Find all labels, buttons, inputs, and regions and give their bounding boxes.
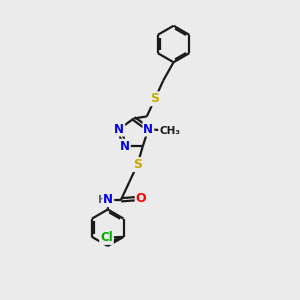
Text: N: N xyxy=(120,140,130,153)
Text: Cl: Cl xyxy=(100,231,113,244)
Text: S: S xyxy=(133,158,142,171)
Text: N: N xyxy=(114,123,124,136)
Text: N: N xyxy=(143,123,153,136)
Text: CH₃: CH₃ xyxy=(159,125,180,136)
Text: H: H xyxy=(98,195,106,205)
Text: S: S xyxy=(151,92,160,105)
Text: O: O xyxy=(136,192,146,205)
Text: N: N xyxy=(103,193,113,206)
